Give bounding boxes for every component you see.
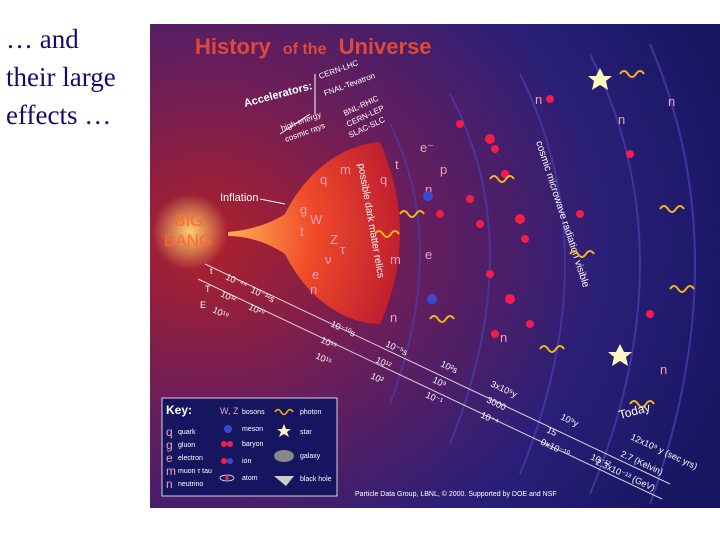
key-right-label: galaxy xyxy=(300,453,321,460)
star-icons xyxy=(588,68,632,366)
scale-label-E: E xyxy=(200,300,206,310)
key-title: Key: xyxy=(166,403,192,417)
key-mid-label: ion xyxy=(242,458,251,465)
key-mid-label: atom xyxy=(242,475,258,482)
expansion-arcs xyxy=(389,43,696,505)
timeline-bands xyxy=(197,263,671,500)
particle-symbol: e⁻ xyxy=(420,140,434,155)
particle-symbol: g xyxy=(300,202,307,217)
key-left-sym: n xyxy=(166,477,173,491)
caption-line-3: effects … xyxy=(6,100,112,130)
key-left-label: neutrino xyxy=(178,481,203,488)
key-mid-label: bosons xyxy=(242,409,265,416)
big-bang-line-1: BIG xyxy=(174,211,203,230)
particle-symbol: Z xyxy=(330,232,338,247)
title-history: History xyxy=(195,34,272,59)
big-bang-line-2: BANG xyxy=(164,231,212,250)
particle-symbol: ν xyxy=(325,252,332,267)
expansion-cone xyxy=(228,142,400,324)
key-left-label: electron xyxy=(178,455,203,462)
scale-label-t: t xyxy=(210,266,213,276)
particle-symbol: n xyxy=(668,94,675,109)
energy-value: 10² xyxy=(369,371,385,386)
key-left-sym: g xyxy=(166,438,173,452)
particle-symbol: n xyxy=(500,330,507,345)
caption-line-1: … and xyxy=(6,24,79,54)
key-left-label: gluon xyxy=(178,442,195,449)
key-mid-sym: W, Z xyxy=(220,406,239,416)
particle-symbol: p xyxy=(440,162,447,177)
particle-symbol: n xyxy=(425,182,432,197)
particle-symbol: m xyxy=(340,162,351,177)
key-left-sym: m xyxy=(166,464,176,478)
key-right-label: photon xyxy=(300,409,322,416)
inflation-label: Inflation xyxy=(220,192,259,204)
key-left-sym: q xyxy=(166,425,173,439)
particle-symbol: q xyxy=(380,172,387,187)
scale-label-T: T xyxy=(205,284,211,294)
meson-dots xyxy=(423,191,437,304)
key-left-sym: e xyxy=(166,451,173,465)
key-left-label: muon τ tau xyxy=(178,468,212,475)
particle-symbol: n xyxy=(310,282,317,297)
svg-text:History of the Univers: History of the Universe xyxy=(195,34,432,59)
particle-symbol: W xyxy=(310,212,323,227)
particle-symbol: q xyxy=(320,172,327,187)
title-of-the: of the xyxy=(283,41,327,58)
title-universe: Universe xyxy=(339,34,432,59)
photon-waves xyxy=(374,70,695,408)
caption-line-2: their large xyxy=(6,62,116,92)
key-mid-label: baryon xyxy=(242,441,264,448)
particle-symbol: n xyxy=(618,112,625,127)
particle-symbol: t xyxy=(395,157,399,172)
key-mid-label: meson xyxy=(242,426,263,433)
particle-symbol: m xyxy=(390,252,401,267)
key-left-label: quark xyxy=(178,429,196,436)
temp-value: 15 xyxy=(545,425,558,438)
particle-dots xyxy=(436,95,654,338)
particle-symbol: e xyxy=(312,267,319,282)
key-right-label: star xyxy=(300,429,312,436)
key-right-label: black hole xyxy=(300,476,332,483)
particle-symbol: n xyxy=(390,310,397,325)
particle-symbol: n xyxy=(535,92,542,107)
key-legend: Key: q quark g gluon e electron m muon τ… xyxy=(161,397,338,497)
particle-symbol: t xyxy=(300,224,304,239)
particle-symbol: τ xyxy=(340,242,346,257)
particle-symbol: n xyxy=(660,362,667,377)
history-of-universe-figure: History of the Universe Accelerators: CE… xyxy=(150,24,720,508)
particle-symbol: e xyxy=(425,247,432,262)
credit-line: Particle Data Group, LBNL, © 2000. Suppo… xyxy=(355,490,557,498)
slide-caption: … and their large effects … xyxy=(6,20,156,134)
